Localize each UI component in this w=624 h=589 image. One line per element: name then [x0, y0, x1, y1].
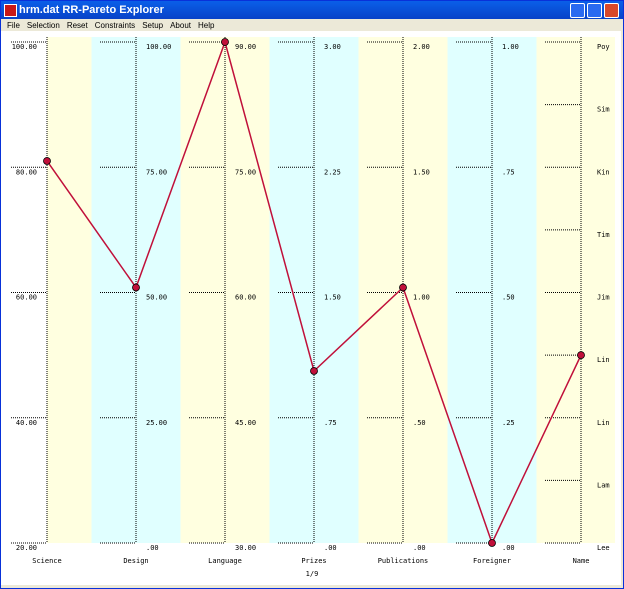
tick-label: .75 [502, 168, 515, 176]
tick-label: 2.25 [324, 168, 341, 176]
tick-label: 75.00 [235, 168, 256, 176]
menu-item[interactable]: Help [198, 21, 215, 30]
tick-label: 1.50 [324, 294, 341, 302]
tick-label: 100.00 [146, 43, 171, 51]
axis-name: Language [208, 557, 242, 565]
point [577, 351, 585, 360]
menu-item[interactable]: About [170, 21, 191, 30]
tick-label: 3.00 [324, 43, 341, 51]
point [221, 38, 229, 46]
tick-label: 75.00 [146, 168, 167, 176]
menu-item[interactable]: Reset [66, 21, 88, 30]
tick-label: Lee [597, 544, 610, 552]
point [488, 539, 496, 547]
axis-name: Prizes [301, 557, 326, 565]
tick-label: .25 [502, 419, 515, 427]
tick-label: 2.00 [413, 43, 430, 51]
chart: 20.00 40.00 60.00 80.00 100.00 Science .00 25.0… [1, 31, 621, 585]
axis-name: Design [123, 557, 148, 565]
tick-label: .00 [324, 544, 337, 552]
tick-label: Poy [597, 43, 610, 51]
tick-label: 20.00 [16, 544, 37, 552]
tick-label: .00 [413, 544, 426, 552]
axis-name: Publications [378, 557, 429, 565]
window-title: hrm.dat RR-Pareto Explorer [19, 4, 164, 16]
tick-label: 90.00 [235, 43, 256, 51]
tick-label: .00 [146, 544, 159, 552]
tick-label: Lin [597, 356, 610, 364]
tick-label: 40.00 [16, 419, 37, 427]
tick-label: 30.00 [235, 544, 256, 552]
tick-label: .75 [324, 419, 337, 427]
menu-bar: File Selection Reset Constraints Setup About H… [1, 19, 623, 32]
tick-label: 25.00 [146, 419, 167, 427]
page-indicator: 1/9 [306, 570, 319, 578]
menu-item[interactable]: Constraints [94, 21, 136, 30]
tick-label: 100.00 [12, 43, 37, 51]
tick-label: Sim [597, 106, 610, 114]
tick-label: 50.00 [146, 294, 167, 302]
tick-label: Lam [597, 481, 610, 489]
tick-label: Jim [597, 294, 610, 302]
point [399, 283, 407, 292]
point [43, 157, 51, 165]
tick-label: 45.00 [235, 419, 256, 427]
tick-label: Kin [597, 168, 610, 176]
maximize[interactable] [587, 3, 602, 18]
point [132, 283, 140, 292]
tick-label: 80.00 [16, 168, 37, 176]
tick-label: .00 [502, 544, 515, 552]
menu-item[interactable]: Selection [26, 21, 60, 30]
axis-name: Science [32, 557, 62, 565]
tick-label: 60.00 [16, 294, 37, 302]
tick-label: 1.00 [413, 294, 430, 302]
axis-name: Name [573, 557, 590, 565]
tick-label: Lin [597, 419, 610, 427]
minimize[interactable] [570, 3, 585, 18]
tick-label: 60.00 [235, 294, 256, 302]
title-bar: hrm.dat RR-Pareto Explorer [1, 1, 623, 19]
tick-label: 1.00 [502, 43, 519, 51]
menu-item[interactable]: Setup [142, 21, 164, 30]
tick-label: .50 [502, 294, 515, 302]
axis-name: Foreigner [473, 557, 511, 565]
tick-label: .50 [413, 419, 426, 427]
tick-label: 1.50 [413, 168, 430, 176]
band [536, 37, 615, 543]
tick-label: Tim [597, 231, 610, 239]
close[interactable] [604, 3, 619, 18]
point [310, 367, 318, 375]
menu-item[interactable]: File [7, 21, 20, 30]
band [47, 37, 92, 543]
